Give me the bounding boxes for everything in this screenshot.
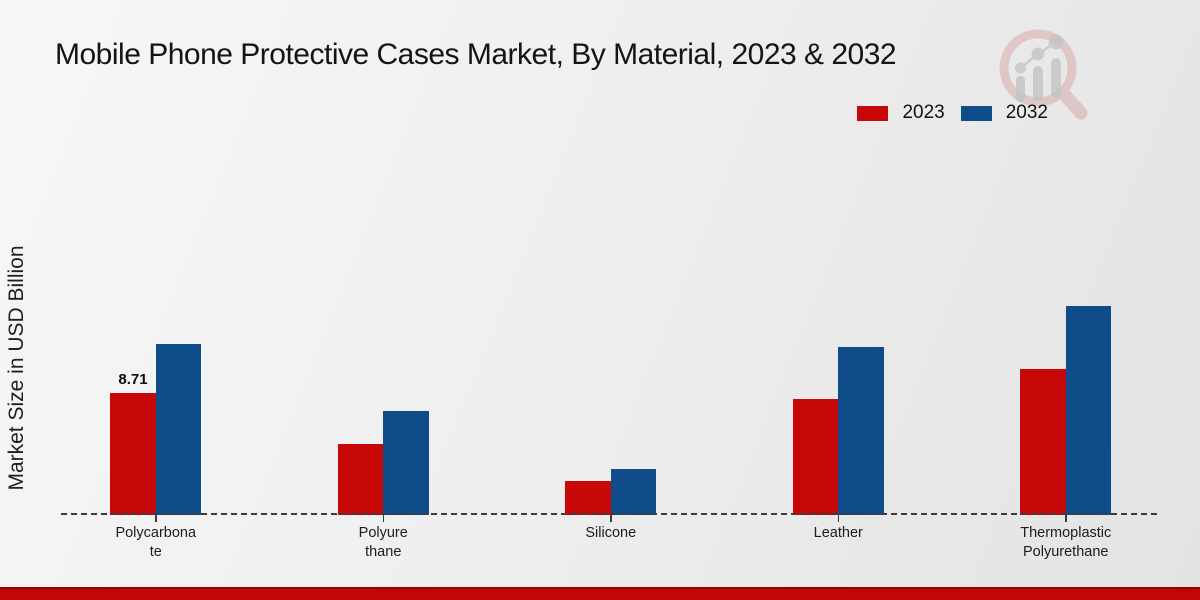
legend: 2023 2032 <box>857 102 1048 124</box>
bar-2032-polyurethane <box>383 411 429 515</box>
bar-2023-silicone <box>565 481 611 515</box>
x-tick-polyurethane <box>382 515 384 522</box>
bar-2023-thermoplastic-polyurethane <box>1020 369 1066 515</box>
legend-swatch-2032 <box>960 105 992 121</box>
legend-item-2023: 2023 <box>857 102 945 124</box>
chart-title: Mobile Phone Protective Cases Market, By… <box>55 38 897 71</box>
footer-accent-band <box>0 587 1200 600</box>
x-tick-polycarbonate <box>155 515 157 522</box>
y-axis-label: Market Size in USD Billion <box>5 245 28 491</box>
x-label-leather: Leather <box>813 525 863 541</box>
x-label-polyurethane: Polyure thane <box>358 525 408 560</box>
zero-baseline <box>61 513 1157 515</box>
x-tick-silicone <box>610 515 612 522</box>
x-tick-thermoplastic-polyurethane <box>1065 515 1067 522</box>
bar-2032-thermoplastic-polyurethane <box>1065 306 1112 515</box>
x-label-silicone: Silicone <box>585 525 637 541</box>
magnifier-growth-chart-logo-icon <box>996 26 1088 125</box>
x-label-thermoplastic-polyurethane: Thermoplastic Polyurethane <box>1020 525 1112 560</box>
bar-2023-leather <box>792 399 839 515</box>
x-tick-leather <box>837 515 839 522</box>
legend-label-2032: 2032 <box>1005 102 1048 123</box>
legend-label-2023: 2023 <box>902 102 945 123</box>
bar-2032-leather <box>838 347 884 515</box>
legend-item-2032: 2032 <box>960 102 1048 124</box>
bar-2023-polycarbonate <box>110 393 156 515</box>
bar-value-label: 8.71 <box>118 371 148 388</box>
bar-2032-silicone <box>610 469 657 515</box>
bar-2023-polyurethane <box>337 444 384 515</box>
legend-swatch-2023 <box>857 105 889 121</box>
bar-2032-polycarbonate <box>155 344 202 515</box>
x-label-polycarbonate: Polycarbona te <box>115 525 197 560</box>
